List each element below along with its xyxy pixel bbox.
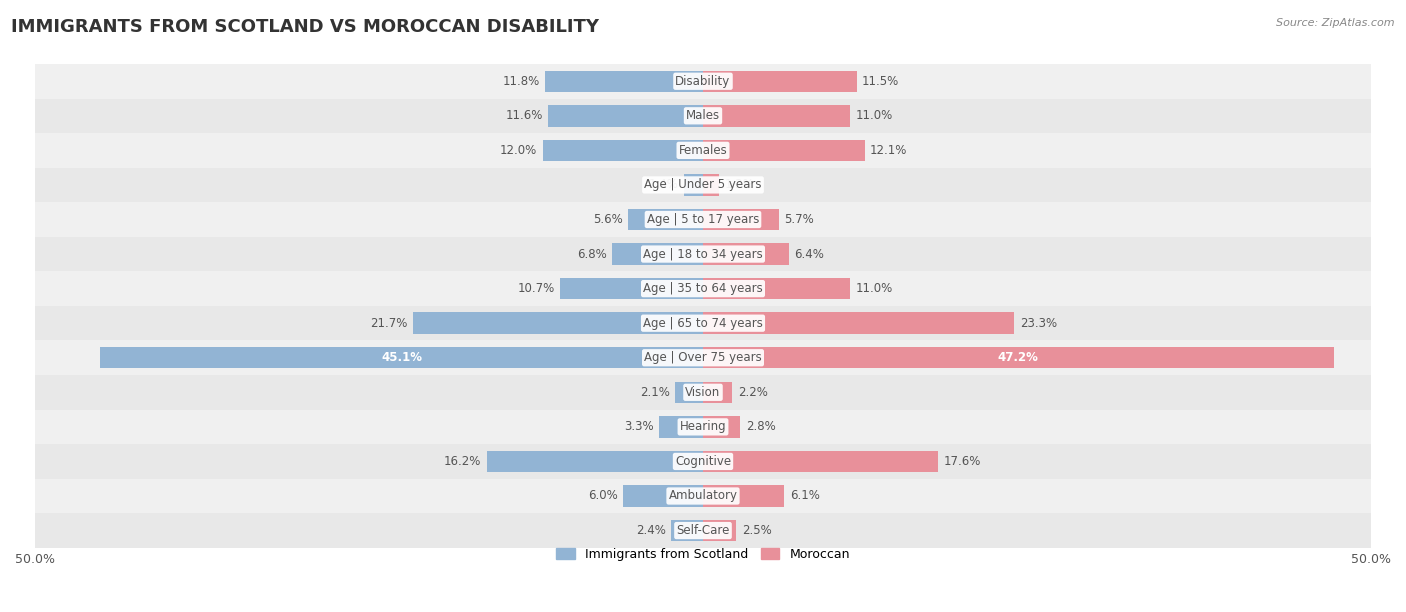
Bar [703, 140, 865, 161]
Text: Age | 18 to 34 years: Age | 18 to 34 years [643, 248, 763, 261]
Bar [703, 450, 938, 472]
Bar [612, 244, 703, 265]
Bar [413, 313, 703, 334]
Text: 6.1%: 6.1% [790, 490, 820, 502]
Text: 2.5%: 2.5% [742, 524, 772, 537]
Bar [35, 306, 1371, 340]
Text: 45.1%: 45.1% [381, 351, 422, 364]
Text: 11.0%: 11.0% [855, 110, 893, 122]
Text: 23.3%: 23.3% [1019, 316, 1057, 330]
Bar [703, 485, 785, 507]
Text: 2.2%: 2.2% [738, 386, 768, 399]
Bar [35, 375, 1371, 409]
Bar [35, 64, 1371, 99]
Bar [35, 513, 1371, 548]
Bar [703, 70, 856, 92]
Bar [548, 105, 703, 127]
Bar [623, 485, 703, 507]
Bar [703, 209, 779, 230]
Text: 10.7%: 10.7% [517, 282, 555, 295]
Legend: Immigrants from Scotland, Moroccan: Immigrants from Scotland, Moroccan [551, 543, 855, 565]
Text: 16.2%: 16.2% [444, 455, 481, 468]
Text: Source: ZipAtlas.com: Source: ZipAtlas.com [1277, 18, 1395, 28]
Text: Cognitive: Cognitive [675, 455, 731, 468]
Bar [671, 520, 703, 541]
Text: Hearing: Hearing [679, 420, 727, 433]
Text: 11.5%: 11.5% [862, 75, 900, 88]
Bar [703, 105, 851, 127]
Text: 2.4%: 2.4% [636, 524, 665, 537]
Text: 1.4%: 1.4% [650, 179, 679, 192]
Bar [703, 278, 851, 299]
Bar [685, 174, 703, 196]
Text: 1.2%: 1.2% [724, 179, 754, 192]
Bar [35, 99, 1371, 133]
Text: IMMIGRANTS FROM SCOTLAND VS MOROCCAN DISABILITY: IMMIGRANTS FROM SCOTLAND VS MOROCCAN DIS… [11, 18, 599, 36]
Bar [703, 520, 737, 541]
Text: 11.8%: 11.8% [503, 75, 540, 88]
Bar [35, 340, 1371, 375]
Bar [35, 271, 1371, 306]
Bar [560, 278, 703, 299]
Text: Males: Males [686, 110, 720, 122]
Bar [35, 202, 1371, 237]
Text: Age | 65 to 74 years: Age | 65 to 74 years [643, 316, 763, 330]
Text: Age | 35 to 64 years: Age | 35 to 64 years [643, 282, 763, 295]
Text: 5.7%: 5.7% [785, 213, 814, 226]
Text: 2.8%: 2.8% [745, 420, 776, 433]
Bar [35, 409, 1371, 444]
Text: 47.2%: 47.2% [998, 351, 1039, 364]
Text: Females: Females [679, 144, 727, 157]
Text: 21.7%: 21.7% [370, 316, 408, 330]
Bar [35, 479, 1371, 513]
Text: 6.4%: 6.4% [794, 248, 824, 261]
Text: 3.3%: 3.3% [624, 420, 654, 433]
Text: 6.8%: 6.8% [576, 248, 607, 261]
Text: Ambulatory: Ambulatory [668, 490, 738, 502]
Text: 12.1%: 12.1% [870, 144, 907, 157]
Bar [486, 450, 703, 472]
Text: Age | Under 5 years: Age | Under 5 years [644, 179, 762, 192]
Bar [703, 244, 789, 265]
Bar [703, 382, 733, 403]
Bar [703, 416, 741, 438]
Text: Age | Over 75 years: Age | Over 75 years [644, 351, 762, 364]
Text: 17.6%: 17.6% [943, 455, 981, 468]
Bar [35, 237, 1371, 271]
Bar [659, 416, 703, 438]
Text: Age | 5 to 17 years: Age | 5 to 17 years [647, 213, 759, 226]
Text: 11.0%: 11.0% [855, 282, 893, 295]
Text: 6.0%: 6.0% [588, 490, 617, 502]
Bar [703, 174, 718, 196]
Bar [703, 313, 1014, 334]
Bar [100, 347, 703, 368]
Bar [628, 209, 703, 230]
Bar [543, 140, 703, 161]
Bar [703, 347, 1334, 368]
Text: Vision: Vision [685, 386, 721, 399]
Text: Disability: Disability [675, 75, 731, 88]
Bar [546, 70, 703, 92]
Text: 5.6%: 5.6% [593, 213, 623, 226]
Bar [35, 133, 1371, 168]
Text: 11.6%: 11.6% [505, 110, 543, 122]
Bar [35, 168, 1371, 202]
Bar [35, 444, 1371, 479]
Text: 12.0%: 12.0% [501, 144, 537, 157]
Bar [675, 382, 703, 403]
Text: 2.1%: 2.1% [640, 386, 669, 399]
Text: Self-Care: Self-Care [676, 524, 730, 537]
